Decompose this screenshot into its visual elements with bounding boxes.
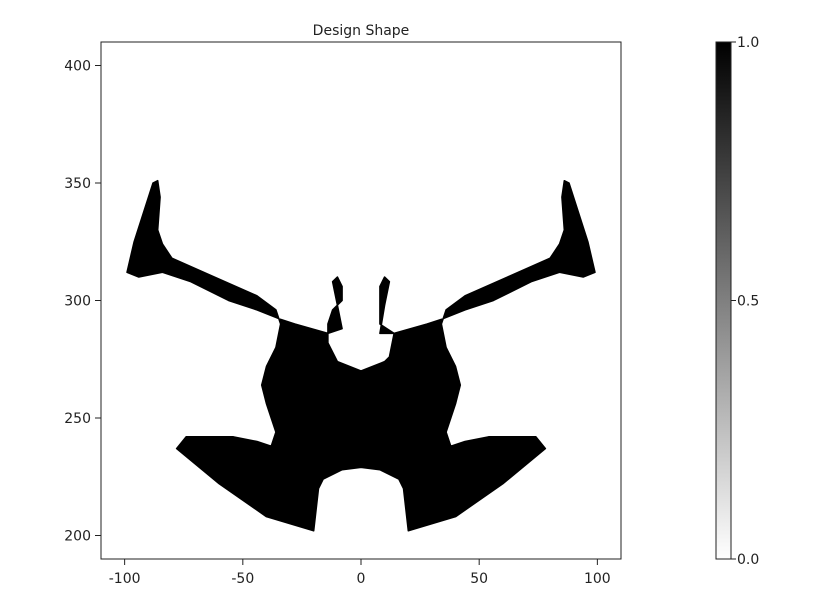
y-tick-label: 300 bbox=[64, 294, 91, 310]
y-tick-label: 400 bbox=[64, 59, 91, 75]
colorbar: 0.0 0.5 1.0 bbox=[715, 35, 759, 568]
colorbar-tick-label: 0.5 bbox=[737, 294, 759, 310]
colorbar-tick-label: 0.0 bbox=[737, 552, 759, 568]
design-shape bbox=[126, 179, 596, 532]
y-axis: 200 250 300 350 400 bbox=[64, 59, 101, 545]
colorbar-tick-label: 1.0 bbox=[737, 35, 759, 51]
y-tick-label: 250 bbox=[64, 411, 91, 427]
x-tick-label: 100 bbox=[584, 571, 611, 587]
x-tick-label: 0 bbox=[357, 571, 366, 587]
x-tick-label: -100 bbox=[109, 571, 141, 587]
x-tick-label: 50 bbox=[470, 571, 488, 587]
plot-area bbox=[100, 41, 622, 560]
x-axis: -100 -50 0 50 100 bbox=[109, 559, 611, 587]
plot-background bbox=[101, 42, 621, 559]
chart-title: Design Shape bbox=[313, 23, 410, 39]
colorbar-gradient bbox=[715, 41, 732, 560]
y-tick-label: 200 bbox=[64, 529, 91, 545]
y-tick-label: 350 bbox=[64, 176, 91, 192]
x-tick-label: -50 bbox=[231, 571, 254, 587]
